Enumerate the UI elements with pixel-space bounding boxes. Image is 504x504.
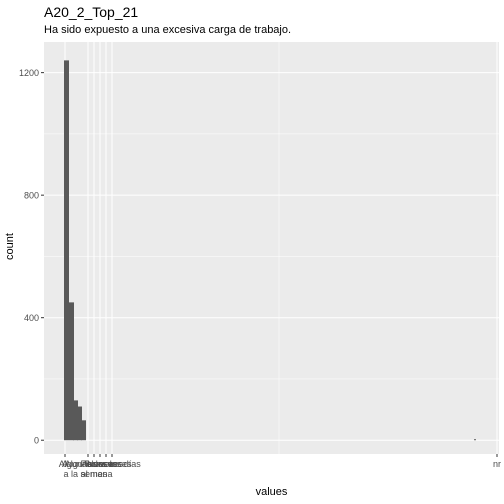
y-tick-label: 0: [34, 436, 39, 446]
y-tick-label: 1200: [19, 68, 39, 78]
bar: [474, 439, 476, 440]
y-tick-label: 400: [24, 313, 39, 323]
bar: [81, 420, 86, 440]
x-tick-label: nr: [493, 459, 501, 469]
x-tick-label: al mes: [81, 469, 108, 479]
bar: [64, 60, 69, 440]
y-tick-label: 800: [24, 191, 39, 201]
x-tick-label: Todos los días: [83, 459, 141, 469]
